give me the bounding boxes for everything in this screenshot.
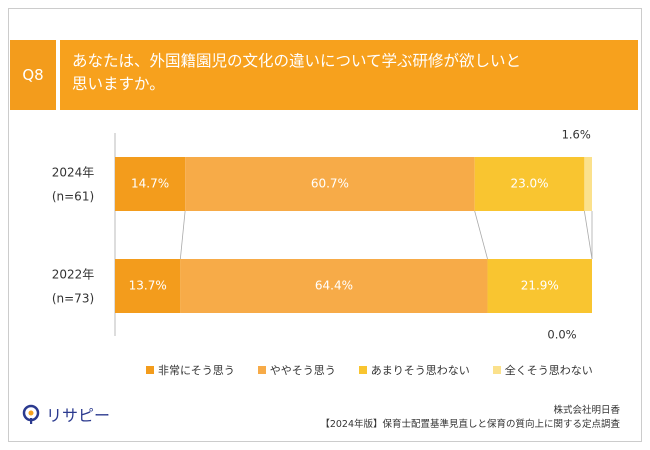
company-name: 株式会社明日香 xyxy=(553,405,620,416)
bar-segment-1-1 xyxy=(180,259,488,313)
question-title: あなたは、外国籍園児の文化の違いについて学ぶ研修が欲しいと 思いますか。 xyxy=(60,40,638,110)
brand-logo-text: リサピー xyxy=(46,406,111,425)
data-label-0-0: 14.7% xyxy=(131,177,169,191)
category-label-1: 2022年 xyxy=(52,268,95,282)
connector-line-3 xyxy=(583,210,593,260)
data-label-1-3: 0.0% xyxy=(547,328,576,342)
connector-line-2 xyxy=(474,210,488,260)
legend-item-2: あまりそう思わない xyxy=(358,362,470,378)
survey-name: 【2024年版】保育士配置基準見直しと保育の質向上に関する定点調査 xyxy=(320,419,620,430)
legend-item-3: 全くそう思わない xyxy=(492,362,593,378)
chart-legend: 非常にそう思う ややそう思う あまりそう思わない 全くそう思わない xyxy=(146,362,616,378)
legend-swatch-0 xyxy=(146,366,154,374)
bar-segment-0-3 xyxy=(584,157,592,211)
bar-segment-0-0 xyxy=(115,157,186,211)
category-sublabel-0: (n=61) xyxy=(52,190,94,204)
connector-line-1 xyxy=(179,210,186,260)
data-label-1-1: 64.4% xyxy=(315,279,353,293)
legend-label-0: 非常にそう思う xyxy=(158,364,235,377)
brand-logo: リサピー xyxy=(22,402,110,426)
question-title-line-2: 思いますか。 xyxy=(72,75,165,93)
legend-label-2: あまりそう思わない xyxy=(370,364,470,377)
bar-segment-1-0 xyxy=(115,259,181,313)
footer-credit: 株式会社明日香 【2024年版】保育士配置基準見直しと保育の質向上に関する定点調… xyxy=(320,404,620,432)
data-label-1-0: 13.7% xyxy=(129,279,167,293)
data-label-1-2: 21.9% xyxy=(521,279,559,293)
bar-segment-0-2 xyxy=(474,157,585,211)
bar-segment-0-1 xyxy=(185,157,475,211)
legend-label-1: ややそう思う xyxy=(269,364,336,377)
legend-swatch-1 xyxy=(257,366,266,374)
bar-segment-1-2 xyxy=(487,259,592,313)
data-label-0-2: 23.0% xyxy=(510,177,548,191)
legend-swatch-3 xyxy=(492,366,501,374)
data-label-0-3: 1.6% xyxy=(562,128,591,142)
question-title-line-1: あなたは、外国籍園児の文化の違いについて学ぶ研修が欲しいと xyxy=(72,52,522,70)
legend-swatch-2 xyxy=(358,366,367,374)
data-label-0-1: 60.7% xyxy=(311,177,349,191)
category-label-0: 2024年 xyxy=(52,166,95,180)
category-sublabel-1: (n=73) xyxy=(52,292,94,306)
legend-item-0: 非常にそう思う xyxy=(146,362,235,378)
question-number-badge: Q8 xyxy=(10,40,56,110)
chart-layer: 14.7% 60.7% 23.0% 1.6% 2024年 (n=61) 13.7% 64.4%… xyxy=(52,128,593,342)
legend-label-3: 全くそう思わない xyxy=(504,364,593,377)
legend-item-1: ややそう思う xyxy=(257,362,336,378)
brand-mark-icon xyxy=(22,404,40,424)
